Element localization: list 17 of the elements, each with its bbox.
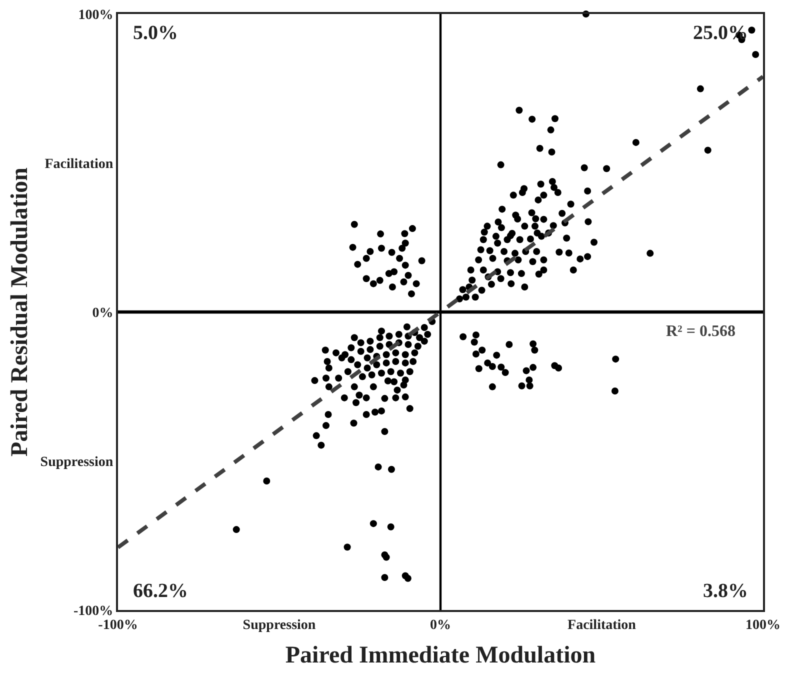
x-tick-label: Suppression xyxy=(242,618,316,633)
x-tick-label: Facilitation xyxy=(568,618,636,633)
y-tick-label: Suppression xyxy=(40,454,114,470)
x-tick-label: 0% xyxy=(430,618,451,633)
annotation: 25.0% xyxy=(693,22,748,44)
y-tick-label: 100% xyxy=(78,8,114,23)
y-axis-title: Paired Residual Modulation xyxy=(6,168,33,456)
annotation: R² = 0.568 xyxy=(666,323,736,340)
annotation: 66.2% xyxy=(133,580,188,602)
x-tick-label: -100% xyxy=(98,618,138,633)
y-tick-label: -100% xyxy=(74,604,114,619)
y-tick-label: 0% xyxy=(92,306,114,321)
annotation: 3.8% xyxy=(703,580,748,602)
annotation: 5.0% xyxy=(133,22,178,44)
x-axis-title: Paired Immediate Modulation xyxy=(285,642,596,669)
y-tick-label: Facilitation xyxy=(44,156,114,172)
x-tick-label: 100% xyxy=(746,618,780,633)
